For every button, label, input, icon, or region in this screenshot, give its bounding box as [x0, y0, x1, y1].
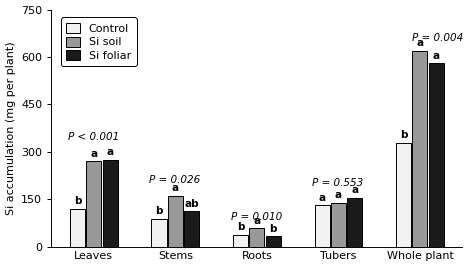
- Bar: [184, 211, 199, 247]
- Text: a: a: [107, 147, 114, 157]
- Text: P = 0.010: P = 0.010: [231, 212, 282, 222]
- Text: a: a: [172, 183, 179, 194]
- Bar: [315, 206, 329, 247]
- Bar: [412, 51, 428, 247]
- Bar: [347, 198, 362, 247]
- Bar: [265, 237, 281, 247]
- Bar: [86, 161, 101, 247]
- Text: a: a: [90, 149, 97, 159]
- Text: a: a: [433, 51, 440, 61]
- Text: ab: ab: [184, 199, 199, 209]
- Text: b: b: [155, 206, 163, 216]
- Text: b: b: [269, 224, 277, 234]
- Bar: [168, 196, 183, 247]
- Text: a: a: [335, 190, 342, 201]
- Text: a: a: [416, 38, 423, 48]
- Text: P = 0.004: P = 0.004: [412, 33, 463, 43]
- Bar: [331, 203, 346, 247]
- Text: b: b: [73, 196, 81, 206]
- Text: b: b: [400, 130, 407, 140]
- Text: a: a: [351, 185, 358, 195]
- Bar: [249, 228, 264, 247]
- Text: b: b: [237, 222, 244, 232]
- Legend: Control, Si soil, Si foliar: Control, Si soil, Si foliar: [61, 17, 137, 66]
- Y-axis label: Si accumulation (mg per plant): Si accumulation (mg per plant): [6, 41, 16, 215]
- Bar: [396, 143, 411, 247]
- Text: P = 0.026: P = 0.026: [149, 175, 201, 185]
- Bar: [152, 219, 166, 247]
- Text: a: a: [319, 193, 326, 203]
- Text: P < 0.001: P < 0.001: [68, 132, 119, 142]
- Text: P = 0.553: P = 0.553: [312, 178, 364, 188]
- Bar: [70, 209, 85, 247]
- Bar: [233, 235, 248, 247]
- Text: a: a: [253, 216, 260, 226]
- Bar: [429, 63, 444, 247]
- Bar: [102, 160, 118, 247]
